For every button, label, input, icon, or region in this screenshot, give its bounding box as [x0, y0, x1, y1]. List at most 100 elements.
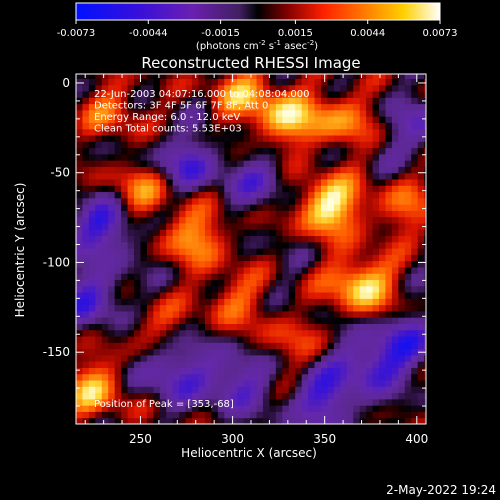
heatmap-cell	[172, 279, 180, 287]
heatmap-cell	[314, 279, 322, 287]
heatmap-cell	[269, 405, 277, 412]
heatmap-cell	[101, 373, 109, 381]
heatmap-cell	[262, 116, 270, 123]
heatmap-cell	[417, 323, 425, 331]
heatmap-cell	[114, 122, 122, 130]
heatmap-cell	[88, 260, 96, 268]
heatmap-cell	[76, 329, 83, 337]
heatmap-cell	[230, 160, 238, 167]
heatmap-cell	[140, 386, 148, 394]
heatmap-cell	[314, 185, 322, 193]
heatmap-cell	[346, 348, 354, 356]
heatmap-cell	[146, 317, 154, 324]
heatmap-cell	[275, 380, 283, 387]
heatmap-cell	[250, 97, 258, 105]
heatmap-cell	[327, 135, 335, 142]
heatmap-cell	[379, 229, 386, 237]
heatmap-cell	[146, 116, 154, 123]
heatmap-cell	[211, 248, 219, 255]
heatmap-cell	[211, 342, 219, 350]
heatmap-cell	[340, 160, 348, 167]
heatmap-cell	[282, 241, 290, 249]
heatmap-cell	[308, 160, 316, 167]
heatmap-cell	[179, 405, 187, 412]
heatmap-cell	[404, 273, 412, 281]
heatmap-cell	[108, 323, 116, 331]
heatmap-cell	[250, 279, 258, 287]
heatmap-cell	[108, 179, 116, 186]
heatmap-cell	[321, 342, 328, 350]
heatmap-cell	[256, 84, 264, 92]
heatmap-cell	[198, 405, 206, 412]
heatmap-cell	[333, 342, 341, 350]
heatmap-cell	[127, 166, 135, 174]
heatmap-cell	[82, 204, 90, 211]
heatmap-cell	[314, 135, 322, 142]
heatmap-cell	[327, 373, 335, 381]
heatmap-cell	[321, 185, 328, 193]
heatmap-cell	[321, 103, 328, 111]
heatmap-cell	[243, 380, 251, 387]
heatmap-cell	[269, 273, 277, 281]
heatmap-cell	[314, 323, 322, 331]
heatmap-cell	[172, 128, 180, 136]
heatmap-cell	[346, 172, 354, 180]
heatmap-cell	[159, 380, 167, 387]
heatmap-cell	[288, 191, 296, 199]
heatmap-cell	[114, 398, 122, 406]
heatmap-cell	[134, 179, 141, 186]
heatmap-cell	[269, 229, 277, 237]
heatmap-cell	[82, 172, 90, 180]
heatmap-cell	[101, 386, 109, 394]
heatmap-cell	[114, 185, 122, 193]
heatmap-cell	[237, 116, 245, 123]
heatmap-cell	[385, 273, 393, 281]
heatmap-cell	[321, 204, 328, 211]
heatmap-cell	[308, 147, 316, 155]
heatmap-cell	[333, 160, 341, 167]
heatmap-cell	[366, 380, 374, 387]
heatmap-cell	[185, 97, 193, 105]
heatmap-cell	[82, 147, 90, 155]
heatmap-cell	[114, 229, 122, 237]
heatmap-cell	[333, 354, 341, 362]
heatmap-cell	[230, 254, 238, 262]
heatmap-cell	[282, 266, 290, 274]
heatmap-cell	[301, 361, 309, 368]
heatmap-cell	[108, 266, 116, 274]
heatmap-cell	[230, 273, 238, 281]
heatmap-cell	[172, 229, 180, 237]
heatmap-cell	[204, 317, 212, 324]
heatmap-cell	[198, 398, 206, 406]
heatmap-cell	[359, 204, 367, 211]
heatmap-cell	[172, 405, 180, 412]
heatmap-cell	[95, 97, 103, 105]
heatmap-cell	[159, 348, 167, 356]
heatmap-cell	[237, 292, 245, 299]
heatmap-cell	[269, 210, 277, 218]
heatmap-cell	[379, 292, 386, 299]
heatmap-cell	[243, 210, 251, 218]
heatmap-cell	[140, 348, 148, 356]
heatmap-cell	[146, 222, 154, 230]
heatmap-cell	[398, 91, 406, 98]
heatmap-cell	[179, 411, 187, 419]
heatmap-cell	[237, 204, 245, 211]
heatmap-cell	[404, 179, 412, 186]
heatmap-cell	[333, 336, 341, 343]
heatmap-cell	[192, 405, 199, 412]
heatmap-cell	[82, 254, 90, 262]
heatmap-cell	[172, 367, 180, 375]
heatmap-cell	[366, 342, 374, 350]
heatmap-cell	[404, 241, 412, 249]
heatmap-cell	[159, 273, 167, 281]
heatmap-cell	[172, 310, 180, 318]
heatmap-cell	[217, 386, 225, 394]
heatmap-cell	[237, 235, 245, 243]
heatmap-cell	[250, 116, 258, 123]
heatmap-cell	[159, 298, 167, 306]
heatmap-cell	[121, 91, 129, 98]
heatmap-cell	[134, 317, 141, 324]
heatmap-cell	[314, 103, 322, 111]
heatmap-cell	[333, 210, 341, 218]
